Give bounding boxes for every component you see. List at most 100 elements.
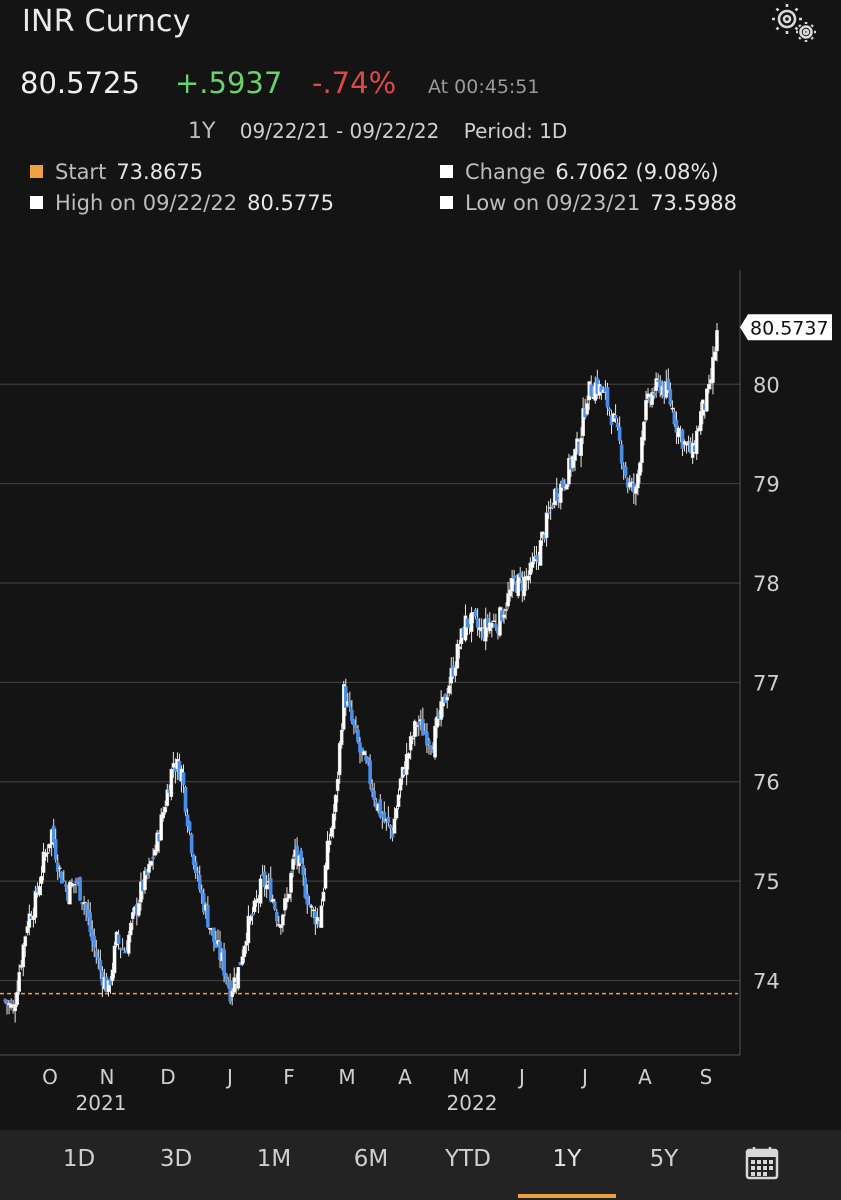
candle — [445, 688, 450, 709]
stat-high-label: High on 09/22/22 — [55, 191, 238, 215]
candle — [222, 942, 226, 983]
candle — [705, 388, 709, 413]
y-tick-label: 79 — [753, 473, 780, 497]
x-tick-label: F — [283, 1065, 295, 1089]
candle — [605, 382, 610, 416]
candle — [494, 613, 498, 632]
svg-text:80.5737: 80.5737 — [750, 317, 829, 339]
calendar-icon[interactable] — [745, 1146, 779, 1180]
y-tick-label: 77 — [753, 671, 780, 695]
candle — [715, 323, 719, 362]
candle — [392, 807, 397, 834]
candle — [197, 865, 202, 893]
candle — [559, 480, 563, 510]
candle — [356, 724, 360, 744]
candle — [279, 924, 283, 935]
candle — [473, 608, 478, 620]
candle — [390, 827, 395, 842]
period-button[interactable]: 1Y — [188, 119, 216, 144]
candle — [295, 837, 299, 870]
start-marker-icon — [30, 165, 43, 178]
candle — [27, 904, 32, 936]
tab-5y[interactable]: 5Y — [649, 1146, 679, 1172]
date-range[interactable]: 09/22/21 - 09/22/22 — [239, 119, 440, 143]
settings-gear-icon[interactable] — [770, 2, 820, 44]
candle — [372, 783, 376, 807]
candle — [163, 800, 168, 815]
candle — [544, 505, 549, 547]
stat-start: Start 73.8675 — [30, 160, 203, 184]
candle — [358, 737, 362, 764]
candle — [143, 867, 147, 894]
candle — [394, 805, 399, 821]
candle — [378, 794, 383, 819]
period-label[interactable]: Period: 1D — [463, 119, 568, 143]
last-value-label: 80.5737 — [740, 314, 832, 341]
candle — [161, 806, 166, 822]
candle — [694, 425, 699, 460]
y-tick-label: 78 — [753, 572, 780, 596]
stat-change-label: Change — [465, 160, 546, 184]
y-tick-label: 80 — [753, 373, 780, 397]
tab-3d[interactable]: 3D — [159, 1146, 193, 1172]
tab-1m[interactable]: 1M — [256, 1146, 292, 1172]
candle — [169, 768, 174, 801]
candle — [212, 927, 216, 952]
candle — [640, 430, 644, 473]
candle — [711, 346, 715, 395]
candle — [581, 397, 585, 445]
candle — [5, 999, 9, 1015]
candle — [613, 404, 618, 423]
x-tick-labels: O N D J F M A M J J A S 2021 2022 — [42, 1065, 712, 1115]
candle — [684, 441, 689, 454]
candle — [433, 718, 437, 760]
tab-6m[interactable]: 6M — [353, 1146, 389, 1172]
x-tick-label: J — [225, 1065, 233, 1089]
candle — [504, 602, 508, 620]
candle — [57, 864, 62, 878]
range-bar: 1Y 09/22/21 - 09/22/22 Period: 1D — [188, 119, 585, 144]
timestamp: At 00:45:51 — [428, 76, 540, 98]
candle — [224, 972, 228, 985]
page-title: INR Curncy — [22, 4, 191, 39]
candle — [412, 719, 417, 746]
candle — [206, 896, 210, 928]
candle — [289, 870, 293, 902]
tab-1y[interactable]: 1Y — [552, 1146, 582, 1172]
candle — [455, 639, 460, 670]
candle — [98, 949, 103, 980]
candle — [510, 569, 514, 599]
x-tick-label: M — [338, 1065, 355, 1089]
candle — [262, 865, 267, 897]
stat-low-label: Low on 09/23/21 — [465, 191, 641, 215]
candle — [512, 569, 516, 585]
tab-ytd[interactable]: YTD — [445, 1146, 491, 1172]
price-chart[interactable]: 74 75 76 77 78 79 80 O N D J F M A M J J A S 2021 2022 80.5… — [0, 250, 841, 1120]
y-tick-label: 74 — [753, 969, 780, 993]
candle — [185, 808, 190, 833]
x-tick-label: A — [398, 1065, 412, 1089]
tab-1d[interactable]: 1D — [62, 1146, 96, 1172]
candle — [350, 700, 354, 725]
x-year-label: 2022 — [447, 1091, 498, 1115]
candle — [155, 829, 159, 855]
candle — [323, 862, 328, 891]
candle — [331, 804, 336, 838]
candle — [53, 828, 58, 863]
candle — [45, 844, 50, 863]
candle — [360, 747, 364, 762]
candle — [33, 885, 38, 924]
candle — [650, 387, 654, 408]
x-tick-label: N — [100, 1065, 115, 1089]
candle — [230, 988, 234, 1006]
candles — [3, 323, 719, 1023]
candle — [325, 831, 330, 871]
candle — [339, 723, 344, 749]
candle — [21, 942, 26, 977]
candle — [386, 806, 391, 827]
candle — [62, 870, 66, 883]
candle — [281, 913, 285, 933]
candle — [427, 737, 431, 755]
candle — [181, 764, 186, 794]
candle — [522, 571, 527, 601]
